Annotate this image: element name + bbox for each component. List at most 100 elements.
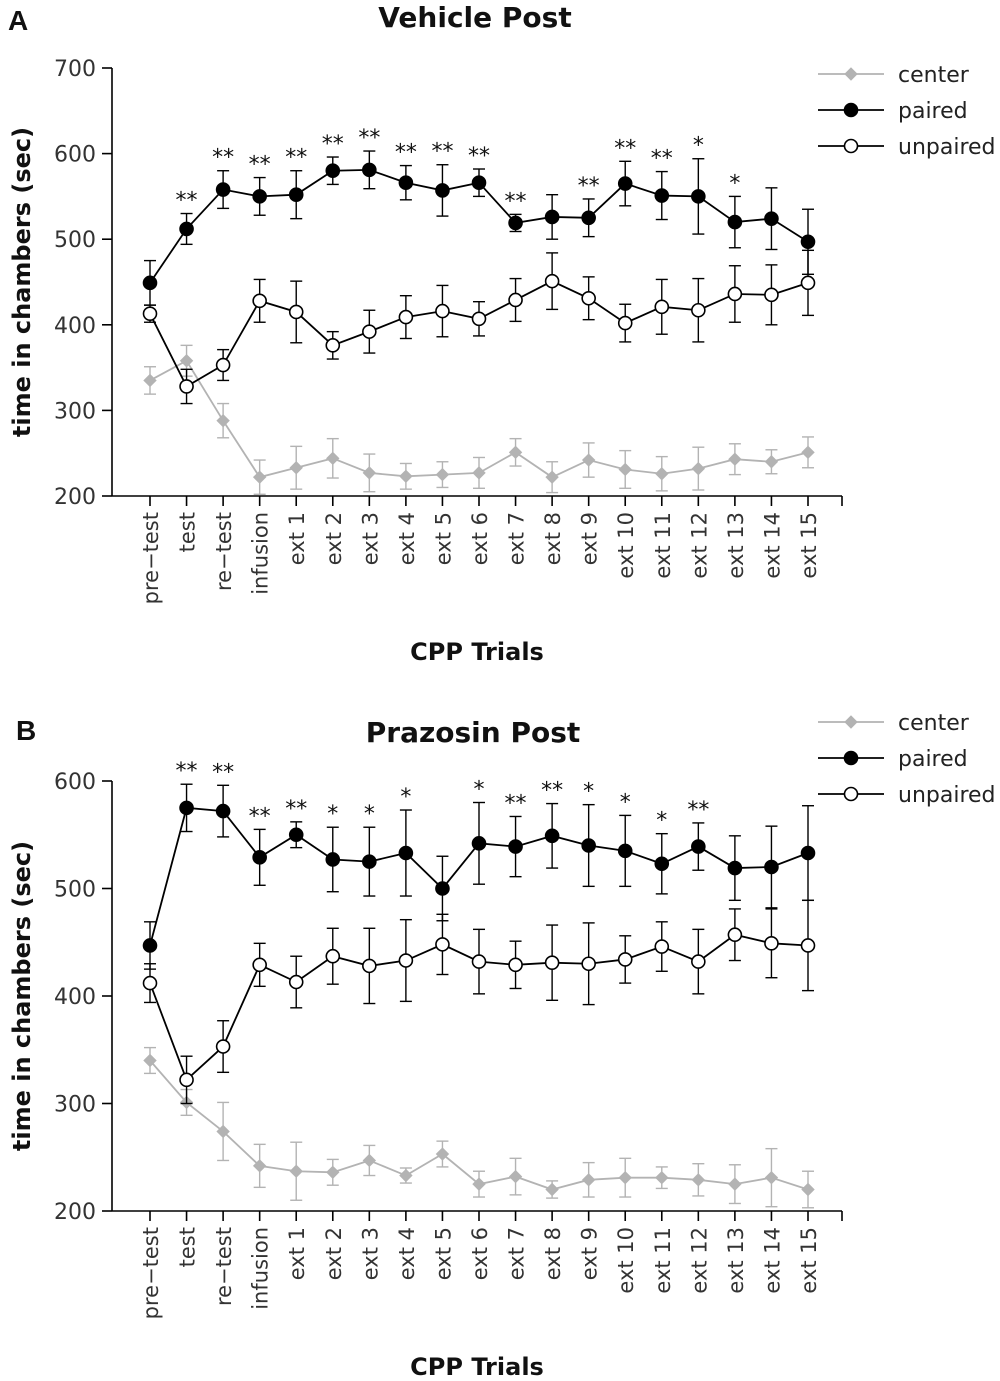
data-point-center <box>216 1124 230 1139</box>
significance-marker: ** <box>249 153 271 178</box>
significance-marker: ** <box>468 144 490 169</box>
significance-marker: ** <box>212 760 234 785</box>
data-point-unpaired <box>544 273 560 289</box>
data-point-paired <box>435 183 450 198</box>
x-tick-label: ext 2 <box>322 1227 346 1280</box>
data-point-center <box>655 467 669 481</box>
significance-marker: ** <box>505 791 527 816</box>
x-tick-label: ext 15 <box>797 512 821 579</box>
x-axis-title: CPP Trials <box>410 1353 544 1381</box>
x-tick-label: ext 6 <box>468 1227 492 1280</box>
x-tick-label: re−test <box>212 512 236 591</box>
x-tick-label: ext 3 <box>358 512 382 565</box>
legend: center paired unpaired <box>818 63 996 160</box>
data-point-paired <box>800 234 816 250</box>
y-axis-title: time in chambers (sec) <box>8 127 36 437</box>
data-point-paired <box>727 860 743 876</box>
data-point-paired <box>252 850 267 865</box>
data-point-paired <box>362 162 377 178</box>
data-point-paired <box>764 859 779 875</box>
data-point-center <box>472 1177 486 1191</box>
data-point-center <box>216 413 230 428</box>
significance-marker: ** <box>687 798 709 823</box>
data-point-unpaired <box>362 958 377 974</box>
data-point-paired <box>288 187 304 202</box>
data-point-unpaired <box>617 952 633 967</box>
data-point-center <box>691 461 706 476</box>
data-point-unpaired <box>398 309 414 325</box>
x-tick-label: ext 13 <box>724 512 748 579</box>
data-point-center <box>399 469 413 484</box>
significance-marker: ** <box>176 189 198 214</box>
data-point-center <box>252 1159 267 1173</box>
significance-marker: * <box>656 809 667 834</box>
data-point-unpaired <box>471 311 487 327</box>
significance-marker: ** <box>431 140 453 165</box>
series-center <box>143 344 815 495</box>
legend-marker-paired <box>843 102 859 118</box>
series-unpaired <box>142 899 816 1105</box>
data-point-paired <box>544 209 560 225</box>
significance-marker: ** <box>249 804 271 829</box>
data-point-center <box>801 445 815 460</box>
x-tick-label: ext 13 <box>724 1227 748 1294</box>
x-tick-label: ext 11 <box>651 512 675 579</box>
x-tick-label: pre−test <box>139 1227 163 1319</box>
data-point-unpaired <box>800 938 816 953</box>
x-tick-label: ext 5 <box>431 1227 455 1280</box>
x-tick-label: ext 4 <box>395 512 419 565</box>
data-point-center <box>399 1168 413 1183</box>
x-tick-label: re−test <box>212 1227 236 1306</box>
data-point-unpaired <box>179 1072 194 1088</box>
data-point-paired <box>727 214 743 230</box>
data-point-unpaired <box>398 953 414 968</box>
data-point-paired <box>471 175 487 191</box>
data-point-paired <box>398 845 414 861</box>
significance-marker: ** <box>322 132 344 157</box>
x-axis-title: CPP Trials <box>410 638 544 666</box>
data-point-center <box>618 1170 632 1185</box>
data-point-unpaired <box>142 975 158 991</box>
data-point-paired <box>691 839 706 854</box>
x-tick-label: test <box>176 1227 200 1267</box>
x-tick-label: ext 6 <box>468 512 492 565</box>
data-point-center <box>362 1153 377 1168</box>
data-point-unpaired <box>691 954 706 969</box>
data-point-center <box>289 1164 303 1178</box>
series-line-center <box>149 1059 809 1191</box>
data-point-center <box>691 1173 706 1187</box>
data-point-center <box>508 1169 523 1184</box>
x-tick-label: ext 4 <box>395 1227 419 1280</box>
data-point-unpaired <box>325 338 341 353</box>
panel-b: B Prazosin Post 200 300 400 500 600 pre−test tes… <box>8 711 996 1381</box>
y-tick-label: 600 <box>54 143 96 168</box>
data-point-paired <box>581 838 596 853</box>
data-point-unpaired <box>179 379 194 394</box>
x-tick-label: ext 7 <box>505 512 529 565</box>
legend: center paired unpaired <box>818 711 996 808</box>
data-point-paired <box>581 210 596 226</box>
series-paired <box>142 150 816 306</box>
data-point-paired <box>508 215 523 231</box>
significance-marker: ** <box>651 147 673 172</box>
data-point-paired <box>471 836 487 851</box>
data-point-center <box>143 1053 157 1068</box>
data-point-paired <box>800 845 816 861</box>
significance-marker: * <box>729 171 740 196</box>
x-tick-label: ext 8 <box>541 1227 565 1280</box>
data-point-paired <box>215 803 231 819</box>
data-point-center <box>545 470 559 484</box>
panel-letter: B <box>16 715 36 746</box>
data-point-center <box>252 470 267 484</box>
data-point-center <box>289 461 303 475</box>
data-point-unpaired <box>581 956 596 972</box>
data-point-unpaired <box>508 292 523 308</box>
x-tick-label: ext 14 <box>760 512 784 579</box>
data-point-paired <box>179 221 194 237</box>
data-point-paired <box>252 189 267 204</box>
data-point-unpaired <box>362 324 377 339</box>
significance-marker: ** <box>285 797 307 822</box>
x-tick-label: ext 12 <box>687 512 711 579</box>
data-point-paired <box>764 211 779 226</box>
data-point-unpaired <box>252 293 267 309</box>
